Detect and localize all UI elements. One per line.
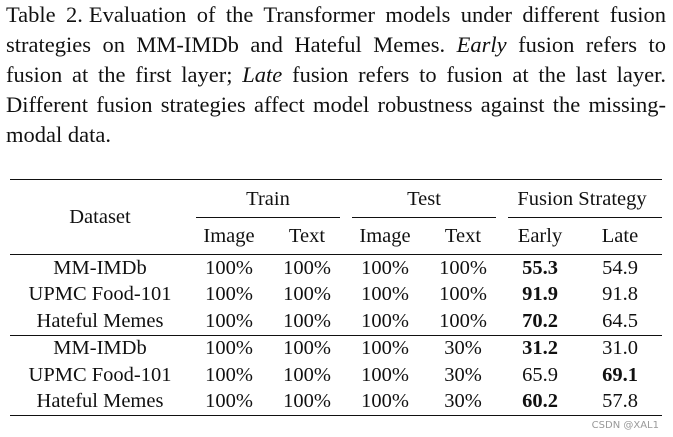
value-cell: 54.9: [578, 254, 662, 282]
header-cell: Text: [444, 224, 482, 247]
group-header: Test: [346, 179, 502, 218]
value-cell: 31.2: [502, 334, 578, 362]
value-cell: 91.9: [502, 282, 578, 309]
value-cell: 100%: [283, 363, 331, 386]
caption-text: Evaluation of the Transformer models und…: [6, 2, 666, 57]
caption-term: Late: [242, 62, 283, 87]
value-cell: 57.8: [578, 388, 662, 416]
table-row: MM-IMDb 100% 100% 100% 100% 55.3 54.9: [10, 254, 662, 282]
value-cell: 100%: [361, 363, 409, 386]
dataset-cell: UPMC Food-101: [28, 363, 172, 386]
value-cell: 31.0: [578, 334, 662, 362]
value-cell: 64.5: [602, 309, 638, 332]
value-cell: 100%: [346, 388, 424, 416]
value-cell: 30%: [424, 334, 502, 362]
value-cell: 70.2: [502, 308, 578, 335]
value-cell: 65.9: [522, 363, 558, 386]
header-cell: Text: [288, 224, 326, 247]
best-value: 60.2: [522, 390, 558, 413]
table-row: Hateful Memes 100% 100% 100% 30% 60.2 57.8: [10, 388, 662, 416]
best-value: 70.2: [522, 309, 558, 332]
caption-label: Table 2.: [6, 2, 83, 27]
dataset-cell: MM-IMDb: [10, 334, 190, 362]
value-cell: 100%: [205, 309, 253, 332]
value-cell: 100%: [268, 388, 346, 416]
value-cell: 100%: [190, 334, 268, 362]
best-value: 69.1: [602, 363, 638, 386]
header-cell: Late: [601, 224, 639, 247]
table-row: Hateful Memes 100% 100% 100% 100% 70.2 64.5: [10, 308, 662, 335]
value-cell: 30%: [424, 388, 502, 416]
group-header: Fusion Strategy: [502, 179, 662, 218]
value-cell: 100%: [205, 283, 253, 306]
value-cell: 30%: [444, 363, 482, 386]
value-cell: 100%: [268, 334, 346, 362]
value-cell: 100%: [190, 388, 268, 416]
value-cell: 100%: [361, 283, 409, 306]
value-cell: 69.1: [578, 362, 662, 389]
header-cell: Early: [517, 224, 563, 247]
value-cell: 100%: [346, 254, 424, 282]
value-cell: 100%: [439, 309, 487, 332]
caption: Table 2. Evaluation of the Transformer mo…: [6, 0, 666, 150]
value-cell: 60.2: [502, 388, 578, 416]
value-cell: 55.3: [502, 254, 578, 282]
value-cell: 100%: [190, 254, 268, 282]
table-row: UPMC Food-101 100% 100% 100% 100% 91.9 91.8: [10, 282, 662, 309]
best-value: 55.3: [522, 256, 558, 279]
value-cell: 91.8: [602, 283, 638, 306]
caption-text: fusion refers to fusion at the last laye…: [6, 62, 666, 147]
best-value: 31.2: [522, 337, 558, 360]
table-row: UPMC Food-101 100% 100% 100% 30% 65.9 69.1: [10, 362, 662, 389]
dataset-cell: Hateful Memes: [36, 309, 164, 332]
dataset-cell: UPMC Food-101: [28, 283, 172, 306]
value-cell: 100%: [424, 254, 502, 282]
value-cell: 100%: [268, 254, 346, 282]
table-row: MM-IMDb 100% 100% 100% 30% 31.2 31.0: [10, 334, 662, 362]
watermark: CSDN @XAL1: [591, 420, 659, 431]
value-cell: 100%: [439, 283, 487, 306]
value-cell: 100%: [361, 309, 409, 332]
group-header: Train: [190, 179, 346, 218]
value-cell: 100%: [346, 334, 424, 362]
dataset-cell: Hateful Memes: [10, 388, 190, 416]
header-cell: Image: [203, 224, 255, 247]
best-value: 91.9: [522, 283, 558, 306]
caption-term: Early: [456, 32, 507, 57]
header-cell: Dataset: [10, 179, 190, 255]
value-cell: 100%: [283, 309, 331, 332]
results-table: Dataset Train Test Fusion Strategy Image Tex…: [10, 179, 662, 416]
caption-text: fusion refers to fusion at the first lay…: [6, 32, 666, 87]
header-cell: Image: [359, 224, 411, 247]
value-cell: 100%: [283, 283, 331, 306]
dataset-cell: MM-IMDb: [10, 254, 190, 282]
value-cell: 100%: [205, 363, 253, 386]
